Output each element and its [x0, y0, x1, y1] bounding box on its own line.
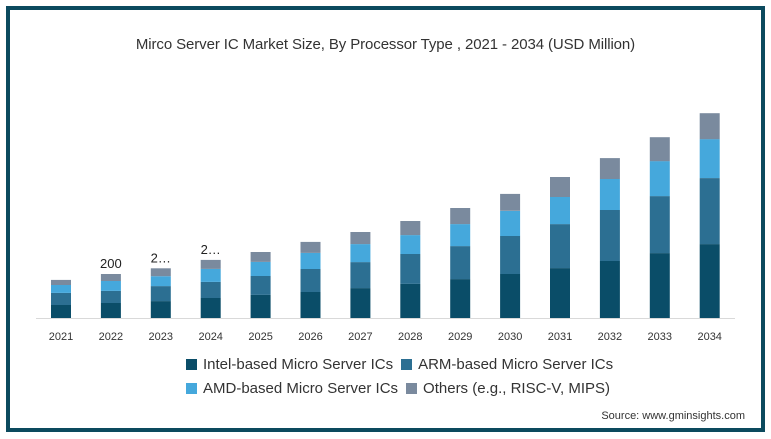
bar-arm-2021: [51, 292, 71, 305]
bar-others-2031: [550, 177, 570, 197]
bar-amd-2023: [150, 276, 171, 287]
bar-amd-2025: [250, 261, 271, 276]
bar-arm-2034: [699, 178, 720, 245]
bar-amd-2024: [200, 268, 221, 282]
legend-item-amd: AMD-based Micro Server ICs: [186, 380, 398, 397]
x-tick-2028: 2028: [398, 331, 422, 343]
x-tick-2033: 2033: [648, 331, 672, 343]
bar-others-2023: [150, 268, 171, 277]
bar-others-2027: [350, 232, 371, 245]
x-tick-2023: 2023: [149, 331, 173, 343]
legend-swatch-arm: [401, 358, 413, 370]
bar-others-2028: [400, 221, 421, 236]
bar-amd-2033: [649, 161, 670, 197]
bar-intel-2032: [599, 261, 620, 318]
bar-intel-2026: [300, 292, 321, 318]
bar-arm-2032: [599, 210, 620, 261]
chart-title: Mirco Server IC Market Size, By Processo…: [135, 36, 636, 53]
bar-others-2021: [51, 279, 71, 285]
bar-amd-2031: [550, 197, 570, 225]
bar-amd-2032: [599, 179, 620, 210]
data-label-2024: 2…: [201, 242, 221, 257]
x-tick-labels: 2021 2022 2023 2024 2025 2026 2027 2028 2029 2030…: [49, 331, 722, 343]
legend-label-others: Others (e.g., RISC-V, MIPS): [423, 379, 611, 397]
bar-others-2029: [450, 208, 471, 225]
bar-arm-2030: [500, 235, 521, 274]
bar-intel-2034: [699, 244, 720, 318]
bar-intel-2022: [100, 303, 121, 318]
bar-amd-2022: [100, 281, 121, 291]
legend-item-others: Others (e.g., RISC-V, MIPS): [406, 380, 610, 397]
data-labels: 200 2… 2…: [100, 242, 221, 271]
bars-group: [51, 113, 720, 318]
x-tick-2030: 2030: [498, 331, 522, 343]
legend-swatch-others: [406, 382, 418, 394]
bar-others-2022: [100, 274, 121, 281]
bar-arm-2029: [450, 246, 471, 280]
bar-others-2030: [500, 193, 521, 211]
bar-intel-2028: [400, 283, 421, 318]
bar-arm-2026: [300, 268, 321, 292]
data-label-2023: 2…: [151, 250, 171, 265]
chart-frame: [6, 6, 765, 432]
x-tick-2031: 2031: [548, 331, 572, 343]
bar-amd-2028: [400, 235, 421, 254]
bar-arm-2033: [649, 196, 670, 254]
x-tick-2032: 2032: [598, 331, 622, 343]
x-tick-2025: 2025: [248, 331, 272, 343]
bar-arm-2022: [100, 290, 121, 303]
legend-swatch-intel: [186, 358, 197, 370]
bar-others-2034: [699, 113, 720, 140]
bar-amd-2029: [450, 224, 471, 247]
legend-label-amd: AMD-based Micro Server ICs: [203, 379, 399, 397]
bar-arm-2031: [550, 224, 570, 269]
x-tick-2021: 2021: [49, 331, 73, 343]
bar-amd-2030: [500, 210, 521, 236]
bar-intel-2031: [550, 268, 570, 318]
bar-arm-2023: [150, 286, 171, 302]
legend-item-intel: Intel-based Micro Server ICs: [186, 356, 393, 373]
bar-others-2032: [599, 158, 620, 179]
x-tick-2024: 2024: [198, 331, 222, 343]
bar-arm-2024: [200, 281, 221, 298]
bar-amd-2034: [699, 139, 720, 178]
bar-others-2033: [649, 137, 670, 162]
bar-intel-2029: [450, 279, 471, 318]
x-tick-2026: 2026: [298, 331, 322, 343]
bar-intel-2025: [250, 294, 271, 318]
bar-intel-2030: [500, 274, 521, 318]
data-label-2022: 200: [100, 256, 122, 271]
legend-label-arm: ARM-based Micro Server ICs: [418, 355, 614, 373]
bar-amd-2021: [51, 285, 71, 293]
x-tick-2029: 2029: [448, 331, 472, 343]
bar-arm-2027: [350, 262, 371, 289]
bar-amd-2026: [300, 252, 321, 269]
legend-swatch-amd: [186, 382, 197, 394]
legend-label-intel: Intel-based Micro Server ICs: [203, 355, 394, 373]
bar-intel-2021: [51, 305, 71, 318]
x-tick-2022: 2022: [99, 331, 123, 343]
bar-arm-2028: [400, 254, 421, 284]
source-note: Source: www.gminsights.com: [601, 410, 745, 422]
bar-others-2025: [250, 252, 271, 262]
x-tick-2034: 2034: [697, 331, 721, 343]
bar-arm-2025: [250, 276, 271, 295]
legend: Intel-based Micro Server ICs ARM-based M…: [186, 352, 621, 400]
legend-item-arm: ARM-based Micro Server ICs: [401, 356, 613, 373]
bar-intel-2027: [350, 288, 371, 318]
bar-others-2024: [200, 259, 221, 269]
bar-intel-2023: [150, 301, 171, 318]
x-tick-2027: 2027: [348, 331, 372, 343]
bar-others-2026: [300, 241, 321, 253]
bar-intel-2033: [649, 253, 670, 318]
bar-intel-2024: [200, 298, 221, 318]
bar-amd-2027: [350, 244, 371, 263]
